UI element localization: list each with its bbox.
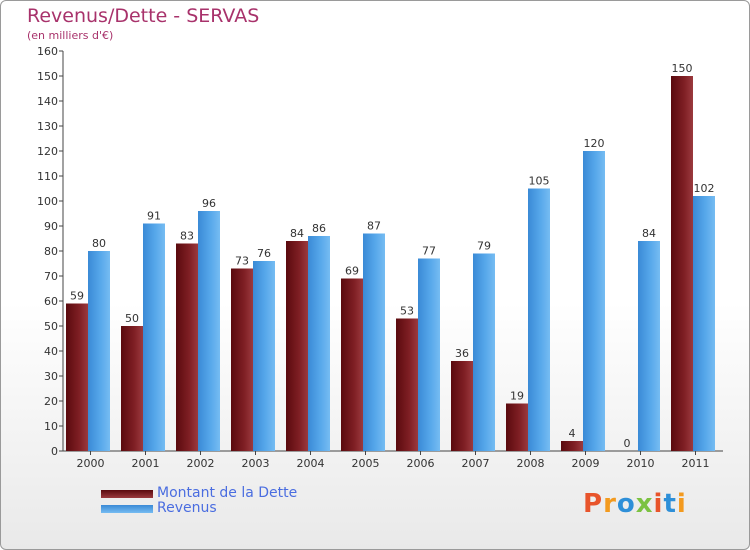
x-tick-label: 2000 <box>77 457 105 470</box>
bar-revenue <box>583 151 605 451</box>
x-tick-label: 2011 <box>682 457 710 470</box>
bar-debt <box>561 441 583 451</box>
chart-title: Revenus/Dette - SERVAS <box>27 5 260 27</box>
bar-revenue <box>528 188 550 451</box>
data-label-debt: 73 <box>235 255 249 268</box>
x-tick-label: 2008 <box>517 457 545 470</box>
proxiti-logo: Proxiti <box>583 489 687 519</box>
legend-swatch-revenue <box>101 505 153 513</box>
x-tick-label: 2007 <box>462 457 490 470</box>
bar-revenue <box>473 253 495 451</box>
bar-debt <box>231 268 253 451</box>
y-tick-label: 90 <box>44 220 58 233</box>
bar-debt <box>671 76 693 451</box>
bar-revenue <box>308 236 330 451</box>
x-tick-label: 2005 <box>352 457 380 470</box>
logo-letter: r <box>603 489 617 519</box>
data-label-revenue: 96 <box>202 197 216 210</box>
data-label-revenue: 105 <box>529 175 550 188</box>
bar-debt <box>286 241 308 451</box>
data-label-debt: 19 <box>510 390 524 403</box>
data-label-revenue: 77 <box>422 245 436 258</box>
bar-debt <box>396 318 418 451</box>
data-label-debt: 0 <box>624 437 631 450</box>
y-tick-label: 130 <box>37 120 58 133</box>
legend-label-revenue: Revenus <box>157 500 217 516</box>
data-label-revenue: 91 <box>147 210 161 223</box>
data-label-debt: 150 <box>672 62 693 75</box>
chart-labels: 59 80 50 91 83 96 73 76 84 86 69 87 53 77 36 79 19 105 4 12… <box>70 62 715 450</box>
logo-letter: t <box>663 489 677 519</box>
bar-revenue <box>143 223 165 451</box>
bar-debt <box>121 326 143 451</box>
data-label-revenue: 84 <box>642 227 656 240</box>
data-label-revenue: 79 <box>477 240 491 253</box>
y-tick-label: 150 <box>37 70 58 83</box>
bar-revenue <box>418 258 440 451</box>
y-tick-label: 140 <box>37 95 58 108</box>
y-tick-label: 20 <box>44 395 58 408</box>
data-label-debt: 59 <box>70 290 84 303</box>
legend-swatch-debt <box>101 490 153 498</box>
y-tick-label: 10 <box>44 420 58 433</box>
y-tick-label: 80 <box>44 245 58 258</box>
logo-letter: i <box>676 489 687 519</box>
data-label-revenue: 102 <box>694 182 715 195</box>
logo-letter: i <box>653 489 664 519</box>
bar-revenue <box>363 233 385 451</box>
bar-debt <box>506 403 528 451</box>
chart-subtitle: (en milliers d'€) <box>27 29 114 42</box>
data-label-debt: 69 <box>345 265 359 278</box>
x-tick-label: 2004 <box>297 457 325 470</box>
data-label-revenue: 86 <box>312 222 326 235</box>
y-tick-label: 110 <box>37 170 58 183</box>
bar-revenue <box>88 251 110 451</box>
bar-revenue <box>693 196 715 451</box>
logo-letter: P <box>583 489 604 519</box>
y-tick-label: 70 <box>44 270 58 283</box>
bar-debt <box>341 278 363 451</box>
y-tick-label: 100 <box>37 195 58 208</box>
bar-revenue <box>198 211 220 451</box>
data-label-debt: 83 <box>180 230 194 243</box>
data-label-debt: 36 <box>455 347 469 360</box>
y-tick-label: 0 <box>51 445 58 458</box>
bar-revenue <box>638 241 660 451</box>
data-label-revenue: 80 <box>92 237 106 250</box>
y-tick-label: 40 <box>44 345 58 358</box>
chart-bars <box>66 76 715 451</box>
x-tick-label: 2009 <box>572 457 600 470</box>
data-label-revenue: 120 <box>584 137 605 150</box>
data-label-debt: 84 <box>290 227 304 240</box>
y-tick-label: 160 <box>37 45 58 58</box>
y-tick-label: 60 <box>44 295 58 308</box>
x-tick-label: 2006 <box>407 457 435 470</box>
x-tick-label: 2010 <box>627 457 655 470</box>
chart-axes: 0102030405060708090100110120130140150160… <box>37 45 723 470</box>
data-label-revenue: 76 <box>257 247 271 260</box>
logo-letter: o <box>616 489 636 519</box>
y-tick-label: 50 <box>44 320 58 333</box>
data-label-debt: 50 <box>125 312 139 325</box>
logo-letter: x <box>635 489 654 519</box>
data-label-revenue: 87 <box>367 220 381 233</box>
bar-debt <box>176 243 198 451</box>
data-label-debt: 4 <box>569 427 576 440</box>
x-tick-label: 2002 <box>187 457 215 470</box>
bar-revenue <box>253 261 275 451</box>
bar-debt <box>66 303 88 451</box>
y-tick-label: 120 <box>37 145 58 158</box>
legend-label-debt: Montant de la Dette <box>157 485 298 501</box>
y-tick-label: 30 <box>44 370 58 383</box>
bar-debt <box>451 361 473 451</box>
x-tick-label: 2001 <box>132 457 160 470</box>
data-label-debt: 53 <box>400 305 414 318</box>
x-tick-label: 2003 <box>242 457 270 470</box>
